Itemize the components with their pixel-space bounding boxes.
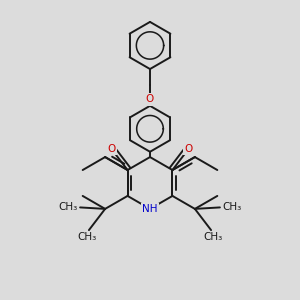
Text: O: O xyxy=(146,94,154,104)
Text: NH: NH xyxy=(142,204,158,214)
Text: CH₃: CH₃ xyxy=(78,232,97,242)
Text: CH₃: CH₃ xyxy=(58,202,78,212)
Text: CH₃: CH₃ xyxy=(203,232,222,242)
Text: O: O xyxy=(184,144,193,154)
Text: O: O xyxy=(107,144,116,154)
Text: CH₃: CH₃ xyxy=(222,202,242,212)
